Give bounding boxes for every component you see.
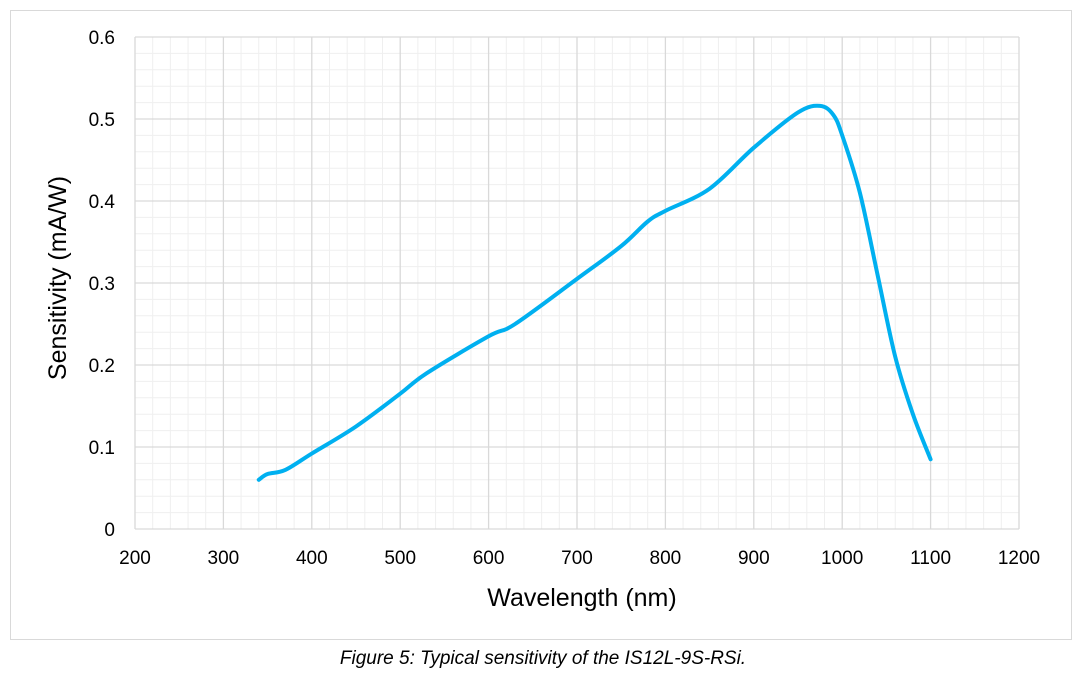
sensitivity-chart: 200 300 400 500 600 700 800 900 1000 1100 1200 0 0.1… <box>44 28 1040 612</box>
x-tick-label: 900 <box>738 548 770 569</box>
y-tick-label: 0.6 <box>89 28 115 49</box>
x-axis-label: Wavelength (nm) <box>487 584 676 612</box>
x-tick-label: 1100 <box>910 548 951 569</box>
y-axis-label: Sensitivity (mA/W) <box>44 176 72 380</box>
y-tick-label: 0.4 <box>89 192 116 213</box>
y-tick-label: 0.3 <box>89 274 115 295</box>
x-tick-label: 1200 <box>998 548 1040 569</box>
figure-caption: Figure 5: Typical sensitivity of the IS1… <box>339 648 747 669</box>
x-tick-label: 500 <box>384 548 416 569</box>
y-tick-label: 0.1 <box>89 438 115 459</box>
x-tick-label: 200 <box>119 548 151 569</box>
y-tick-label: 0 <box>104 520 115 541</box>
sensitivity-series-line <box>256 103 933 482</box>
y-tick-label: 0.5 <box>89 110 115 131</box>
x-tick-label: 600 <box>473 548 505 569</box>
y-tick-label: 0.2 <box>89 356 115 377</box>
x-tick-label: 400 <box>296 548 328 569</box>
x-tick-label: 800 <box>650 548 682 569</box>
x-tick-label: 700 <box>561 548 593 569</box>
x-tick-label: 1000 <box>821 548 863 569</box>
x-tick-label: 300 <box>208 548 240 569</box>
figure-frame <box>10 10 1072 640</box>
